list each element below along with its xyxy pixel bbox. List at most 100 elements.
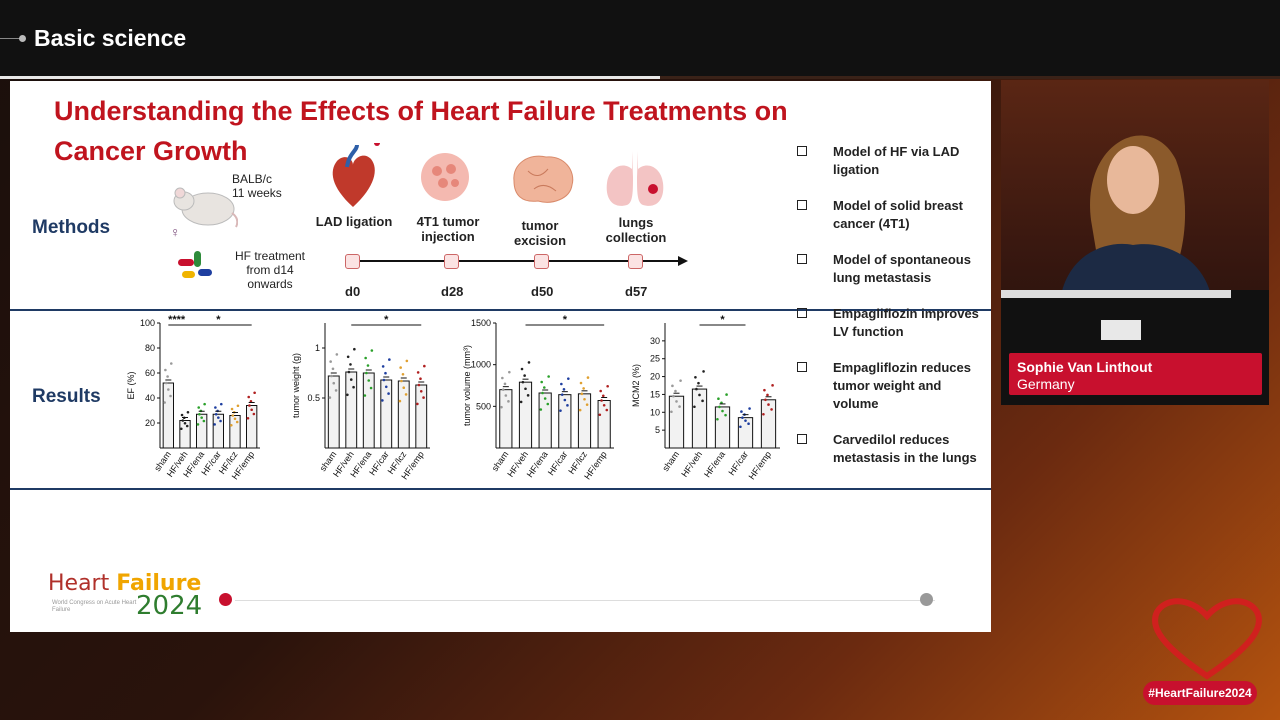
data-point: [679, 379, 682, 382]
data-point: [672, 394, 675, 398]
data-point: [693, 405, 696, 409]
data-point: [349, 378, 353, 381]
data-point: [331, 367, 335, 371]
data-point: [213, 423, 216, 426]
bar: [229, 415, 241, 449]
data-point: [697, 381, 700, 385]
data-point: [771, 384, 774, 387]
x-tick-label: HF/emp: [747, 449, 774, 481]
x-tick-label: HF/car: [546, 449, 570, 477]
timeline-day: d50: [531, 284, 554, 299]
data-point: [214, 412, 218, 416]
y-tick-label: 1000: [471, 360, 491, 370]
list-item: Empagliflozin improves LV function: [797, 305, 987, 341]
data-point: [416, 371, 420, 374]
data-point: [748, 407, 751, 410]
y-tick-label: 15: [650, 389, 660, 399]
y-axis-label: MCM2 (%): [631, 364, 641, 407]
data-point: [698, 393, 701, 397]
data-point: [353, 347, 356, 351]
data-point: [214, 406, 217, 409]
data-point: [334, 389, 338, 392]
y-axis-label: tumor weight (g): [291, 353, 301, 418]
data-point: [762, 412, 765, 416]
data-point: [366, 364, 370, 367]
data-point: [585, 403, 589, 406]
bar: [499, 389, 513, 449]
data-point: [560, 382, 563, 386]
section-divider: [10, 488, 991, 490]
data-point: [382, 378, 386, 382]
data-point: [230, 407, 234, 411]
data-point: [370, 349, 374, 352]
bar: [415, 384, 428, 449]
data-point: [583, 397, 586, 401]
bar: [380, 379, 393, 449]
data-point: [248, 404, 251, 407]
bar: [162, 382, 175, 449]
data-point: [744, 419, 747, 422]
list-item: Model of solid breast cancer (4T1): [797, 197, 987, 233]
mouse-icon: [173, 187, 238, 228]
data-point: [253, 391, 256, 395]
timeline-marker: [628, 254, 643, 269]
data-point: [740, 410, 743, 413]
data-point: [217, 416, 220, 419]
data-point: [384, 371, 387, 375]
significance-label: *: [216, 314, 221, 326]
data-point: [541, 391, 544, 395]
data-point: [169, 394, 172, 398]
data-point: [739, 425, 742, 429]
data-point: [520, 367, 524, 371]
data-point: [387, 392, 390, 395]
data-point: [186, 410, 190, 414]
speaker-country: Germany: [1017, 376, 1075, 392]
section-divider: [10, 309, 991, 311]
data-point: [181, 419, 185, 422]
divider: [660, 76, 1280, 79]
data-point: [417, 383, 421, 387]
bar: [246, 405, 258, 449]
x-tick-label: HF/ena: [525, 449, 550, 479]
data-point: [526, 394, 530, 397]
x-tick-label: HF/veh: [679, 449, 704, 479]
data-point: [763, 388, 766, 392]
data-point: [524, 387, 527, 391]
data-point: [527, 361, 531, 364]
data-point: [675, 400, 678, 403]
data-point: [547, 375, 550, 378]
data-point: [717, 397, 720, 401]
data-point: [671, 384, 674, 388]
data-point: [252, 412, 256, 416]
data-point: [521, 380, 525, 384]
data-point: [400, 379, 403, 383]
slide-progress-track: [235, 600, 935, 601]
mouse-age: 11 weeks: [232, 186, 282, 200]
y-tick-label: 30: [650, 336, 660, 346]
treatment-text: HF treatment from d14 onwards: [234, 249, 306, 291]
data-point: [507, 400, 510, 403]
tumor-cells-icon: [421, 153, 469, 201]
data-point: [523, 374, 526, 377]
data-point: [363, 394, 367, 397]
data-point: [328, 396, 332, 399]
data-point: [164, 381, 168, 385]
y-tick-label: 500: [476, 401, 491, 411]
y-tick-label: 40: [145, 393, 155, 403]
lungs-icon: [606, 151, 664, 206]
data-point: [384, 385, 388, 389]
data-point: [164, 368, 167, 372]
timeline-step-label: 4T1 tumor injection: [416, 214, 480, 244]
pills-icon: [178, 251, 212, 278]
bar: [327, 375, 340, 449]
checkbox-icon: [797, 434, 807, 444]
data-point: [197, 406, 201, 409]
data-point: [419, 377, 422, 380]
data-point: [542, 386, 546, 389]
data-point: [501, 388, 505, 391]
data-point: [250, 408, 253, 412]
data-point: [167, 388, 170, 391]
progress-start-marker: [219, 593, 232, 606]
congress-logo: Heart Failure World Congress on Acute He…: [48, 571, 203, 621]
